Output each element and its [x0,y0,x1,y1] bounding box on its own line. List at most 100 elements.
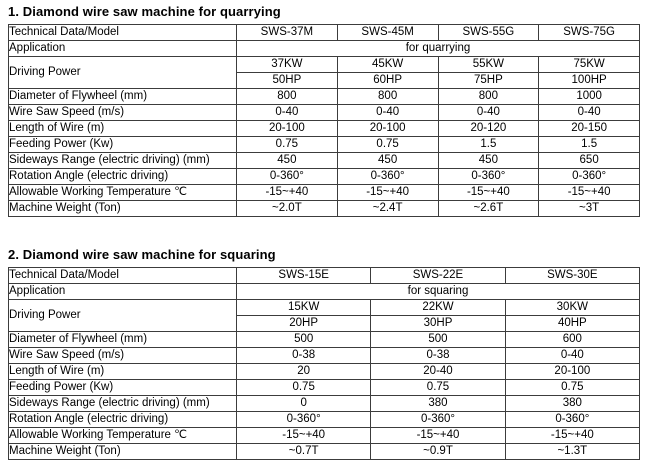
spec-value-cell: 500 [235,331,372,348]
spec-value-cell: 800 [437,88,540,105]
spec-label-cell: Allowable Working Temperature ℃ [8,427,237,444]
table-row: Application for quarrying [8,40,640,57]
spec-value-cell: 0.75 [336,136,439,153]
spec-label-cell: Driving Power [8,299,237,332]
section-2-title: 2. Diamond wire saw machine for squaring [8,247,276,262]
spec-label-cell: Machine Weight (Ton) [8,443,237,460]
spec-value-cell: 0-360° [370,411,506,428]
spec-value-cell: 50HP [236,72,338,89]
spec-value-cell: 1.5 [437,136,540,153]
spec-value-cell: ~0.9T [370,443,506,460]
spec-value-cell: 800 [236,88,338,105]
model-header-cell: SWS-37M [236,24,338,41]
spec-value-cell: ~1.3T [504,443,641,460]
spec-value-cell: 450 [437,152,540,169]
table-row: Wire Saw Speed (m/s) 0-40 0-40 0-40 0-40 [8,104,640,121]
spec-value-cell: 0-40 [336,104,439,121]
spec-value-cell: -15~+40 [235,427,372,444]
application-value-cell: for quarrying [236,40,640,57]
spec-value-cell: -15~+40 [370,427,506,444]
spec-value-cell: 100HP [538,72,640,89]
spec-value-cell: 0-40 [538,104,640,121]
spec-value-cell: -15~+40 [236,184,338,201]
spec-label-cell: Technical Data/Model [8,24,237,41]
application-value-cell: for squaring [236,283,640,300]
model-header-cell: SWS-45M [336,24,439,41]
spec-value-cell: 20-150 [538,120,640,137]
spec-label-cell: Wire Saw Speed (m/s) [8,104,237,121]
spec-value-cell: 30HP [370,315,506,332]
spec-label-cell: Sideways Range (electric driving) (mm) [8,152,237,169]
model-header-cell: SWS-22E [370,267,506,284]
spec-value-cell: 380 [504,395,641,412]
table-row: Diameter of Flywheel (mm) 800 800 800 1000 [8,88,640,105]
spec-value-cell: 55KW [437,56,540,73]
spec-label-cell: Allowable Working Temperature ℃ [8,184,237,201]
spec-value-cell: 60HP [336,72,439,89]
spec-value-cell: 1000 [538,88,640,105]
spec-value-cell: 0-40 [504,347,641,364]
spec-value-cell: 0-360° [336,168,439,185]
spec-value-cell: 0 [235,395,372,412]
spec-label-cell: Feeding Power (Kw) [8,379,237,396]
spec-value-cell: 0.75 [504,379,641,396]
table-row: Sideways Range (electric driving) (mm) 0 3… [8,395,641,412]
table-row: Feeding Power (Kw) 0.75 0.75 0.75 [8,379,641,396]
table-row: Diameter of Flywheel (mm) 500 500 600 [8,331,641,348]
spec-value-cell: 22KW [370,299,506,316]
spec-label-cell: Diameter of Flywheel (mm) [8,88,237,105]
spec-label-cell: Rotation Angle (electric driving) [8,168,237,185]
spec-label-cell: Length of Wire (m) [8,363,237,380]
spec-label-cell: Wire Saw Speed (m/s) [8,347,237,364]
spec-value-cell: 20-40 [370,363,506,380]
spec-value-cell: 0-38 [235,347,372,364]
spec-label-cell: Application [8,283,237,300]
table-row: Length of Wire (m) 20 20-40 20-100 [8,363,641,380]
spec-value-cell: 0-40 [437,104,540,121]
spec-value-cell: 20 [235,363,372,380]
spec-value-cell: ~2.6T [437,200,540,217]
spec-value-cell: 20HP [235,315,372,332]
spec-value-cell: 380 [370,395,506,412]
spec-value-cell: ~0.7T [235,443,372,460]
model-header-cell: SWS-75G [538,24,640,41]
table-header-row: Technical Data/Model SWS-15E SWS-22E SWS-30… [8,267,641,284]
spec-value-cell: 0-360° [235,411,372,428]
spec-value-cell: 0-360° [236,168,338,185]
model-header-cell: SWS-30E [504,267,641,284]
table-row: Wire Saw Speed (m/s) 0-38 0-38 0-40 [8,347,641,364]
table-row: Rotation Angle (electric driving) 0-360° 0… [8,411,641,428]
spec-label-cell: Length of Wire (m) [8,120,237,137]
table-row: Application for squaring [8,283,640,300]
spec-value-cell: 450 [336,152,439,169]
spec-value-cell: 0-360° [504,411,641,428]
table-row: Feeding Power (Kw) 0.75 0.75 1.5 1.5 [8,136,640,153]
spec-label-cell: Feeding Power (Kw) [8,136,237,153]
section-1-title: 1. Diamond wire saw machine for quarryin… [8,4,281,19]
model-header-cell: SWS-15E [235,267,372,284]
table-row: Rotation Angle (electric driving) 0-360° 0… [8,168,640,185]
spec-value-cell: 1.5 [538,136,640,153]
table-row: Driving Power 15KW 22KW 30KW [8,299,641,332]
spec-label-cell: Sideways Range (electric driving) (mm) [8,395,237,412]
spec-value-cell: 20-100 [236,120,338,137]
spec-value-cell: 20-120 [437,120,540,137]
spec-value-cell: 20-100 [336,120,439,137]
spec-value-cell: 600 [504,331,641,348]
spec-label-cell: Technical Data/Model [8,267,237,284]
table-row: Driving Power 37KW 45KW 55KW 75KW [8,56,640,89]
spec-value-cell: ~3T [538,200,640,217]
spec-value-cell: 500 [370,331,506,348]
spec-value-cell: 75HP [437,72,540,89]
spec-value-cell: 40HP [504,315,641,332]
table-row: Allowable Working Temperature ℃ -15~+40 -1… [8,184,640,201]
table-row: Length of Wire (m) 20-100 20-100 20-120 20-1… [8,120,640,137]
spec-label-cell: Diameter of Flywheel (mm) [8,331,237,348]
spec-value-cell: 37KW [236,56,338,73]
spec-label-cell: Application [8,40,237,57]
spec-value-cell: 0-360° [437,168,540,185]
spec-value-cell: -15~+40 [336,184,439,201]
spec-value-cell: 450 [236,152,338,169]
table-row: Machine Weight (Ton) ~0.7T ~0.9T ~1.3T [8,443,641,460]
spec-label-cell: Machine Weight (Ton) [8,200,237,217]
